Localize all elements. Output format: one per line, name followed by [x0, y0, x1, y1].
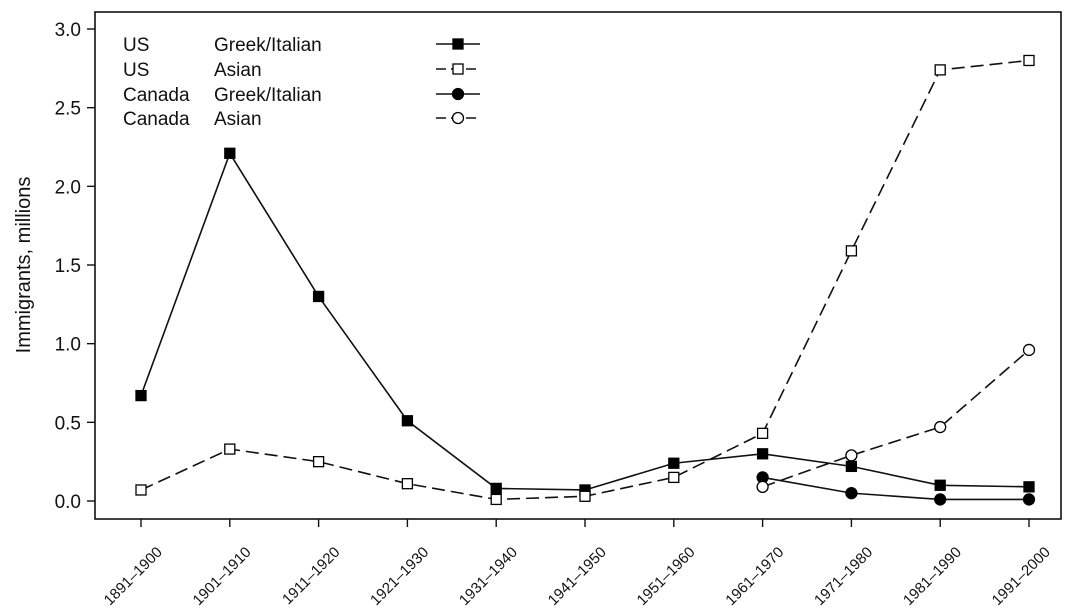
- legend-country: Canada: [123, 109, 190, 130]
- x-tick-label: 1891–1900: [101, 544, 166, 607]
- series-0: [135, 147, 1035, 496]
- series-2: [756, 471, 1036, 506]
- y-tick-label: 1.0: [55, 335, 81, 356]
- y-tick-label: 3.0: [55, 20, 81, 41]
- y-tick-label: 0.0: [55, 492, 81, 513]
- data-point: [490, 493, 502, 506]
- data-point: [224, 443, 236, 455]
- series-line: [762, 349, 1030, 488]
- data-point: [934, 479, 946, 491]
- y-axis-title: Immigrants, millions: [13, 177, 35, 354]
- data-point: [1022, 343, 1036, 357]
- data-point: [224, 147, 236, 159]
- data-point: [934, 64, 946, 76]
- data-point: [401, 415, 414, 427]
- legend-label: Greek/Italian: [214, 35, 322, 56]
- data-point: [756, 427, 769, 439]
- data-point: [1023, 481, 1035, 493]
- data-point: [1023, 54, 1035, 67]
- legend-marker: [452, 63, 464, 75]
- x-tick-label: 1901–1910: [190, 544, 255, 607]
- data-point: [756, 448, 769, 460]
- x-tick-label: 1951–1960: [634, 544, 699, 607]
- data-point: [312, 456, 325, 468]
- x-tick-label: 1921–1930: [367, 544, 432, 607]
- data-point: [490, 482, 502, 495]
- legend-country: Canada: [123, 85, 190, 106]
- series-line: [762, 476, 1029, 501]
- x-tick-label: 1991–2000: [989, 544, 1054, 607]
- data-point: [579, 490, 591, 502]
- x-axis: 1891–1900 1901–1910 1911–1920 1921–1930 1931…: [101, 519, 1054, 609]
- data-point: [135, 389, 147, 402]
- y-tick-label: 0.5: [55, 413, 81, 434]
- legend-label: Greek/Italian: [214, 85, 322, 106]
- y-tick-label: 1.5: [55, 256, 81, 277]
- legend-label: Asian: [214, 60, 262, 81]
- x-tick-label: 1981–1990: [900, 544, 965, 607]
- x-tick-label: 1971–1980: [811, 544, 876, 607]
- data-point: [934, 493, 947, 506]
- series-line: [140, 151, 1030, 491]
- legend-marker: [451, 111, 465, 125]
- data-point: [845, 449, 858, 462]
- series-line: [140, 59, 1030, 501]
- legend-country: US: [123, 60, 149, 81]
- data-point: [934, 420, 947, 434]
- data-point: [668, 471, 680, 484]
- y-axis: 0.0 0.5 1.0 1.5 2.0 2.5 3.0: [55, 20, 95, 513]
- x-tick-label: 1961–1970: [722, 544, 787, 607]
- y-tick-label: 2.5: [55, 99, 81, 120]
- data-point: [756, 480, 769, 493]
- series-3: [756, 343, 1036, 493]
- data-point: [135, 484, 147, 496]
- y-tick-label: 2.0: [55, 177, 81, 198]
- data-point: [312, 290, 325, 303]
- legend: US Greek/Italian US Asian Canada Greek/Italia…: [123, 35, 480, 130]
- data-point: [845, 486, 858, 500]
- series-1: [135, 54, 1035, 506]
- x-tick-label: 1931–1940: [456, 544, 521, 607]
- legend-marker: [451, 87, 465, 101]
- data-point: [845, 245, 858, 257]
- data-point: [401, 478, 414, 490]
- data-point: [845, 460, 858, 473]
- x-tick-label: 1911–1920: [279, 544, 343, 607]
- legend-marker: [452, 38, 464, 50]
- legend-label: Asian: [214, 109, 262, 130]
- x-tick-label: 1941–1950: [545, 544, 610, 607]
- data-point: [1022, 493, 1036, 506]
- series-layer: [135, 54, 1036, 506]
- data-point: [668, 457, 680, 469]
- legend-country: US: [123, 35, 149, 56]
